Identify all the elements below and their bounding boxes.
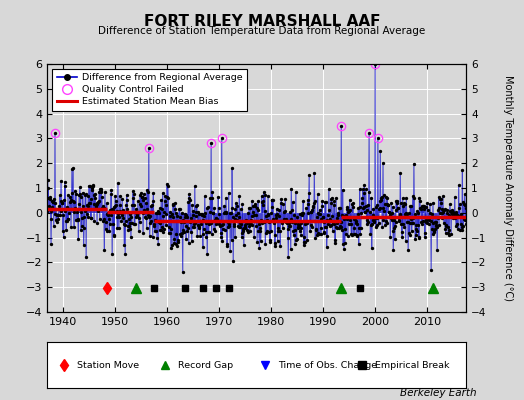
Text: Berkeley Earth: Berkeley Earth xyxy=(400,388,477,398)
Text: FORT RILEY MARSHALL AAF: FORT RILEY MARSHALL AAF xyxy=(144,14,380,29)
Text: Station Move: Station Move xyxy=(78,360,139,370)
Legend: Difference from Regional Average, Quality Control Failed, Estimated Station Mean: Difference from Regional Average, Qualit… xyxy=(52,69,247,111)
Text: Record Gap: Record Gap xyxy=(178,360,233,370)
Y-axis label: Monthly Temperature Anomaly Difference (°C): Monthly Temperature Anomaly Difference (… xyxy=(503,75,514,301)
Text: Difference of Station Temperature Data from Regional Average: Difference of Station Temperature Data f… xyxy=(99,26,425,36)
Text: Time of Obs. Change: Time of Obs. Change xyxy=(279,360,378,370)
Text: Empirical Break: Empirical Break xyxy=(375,360,450,370)
